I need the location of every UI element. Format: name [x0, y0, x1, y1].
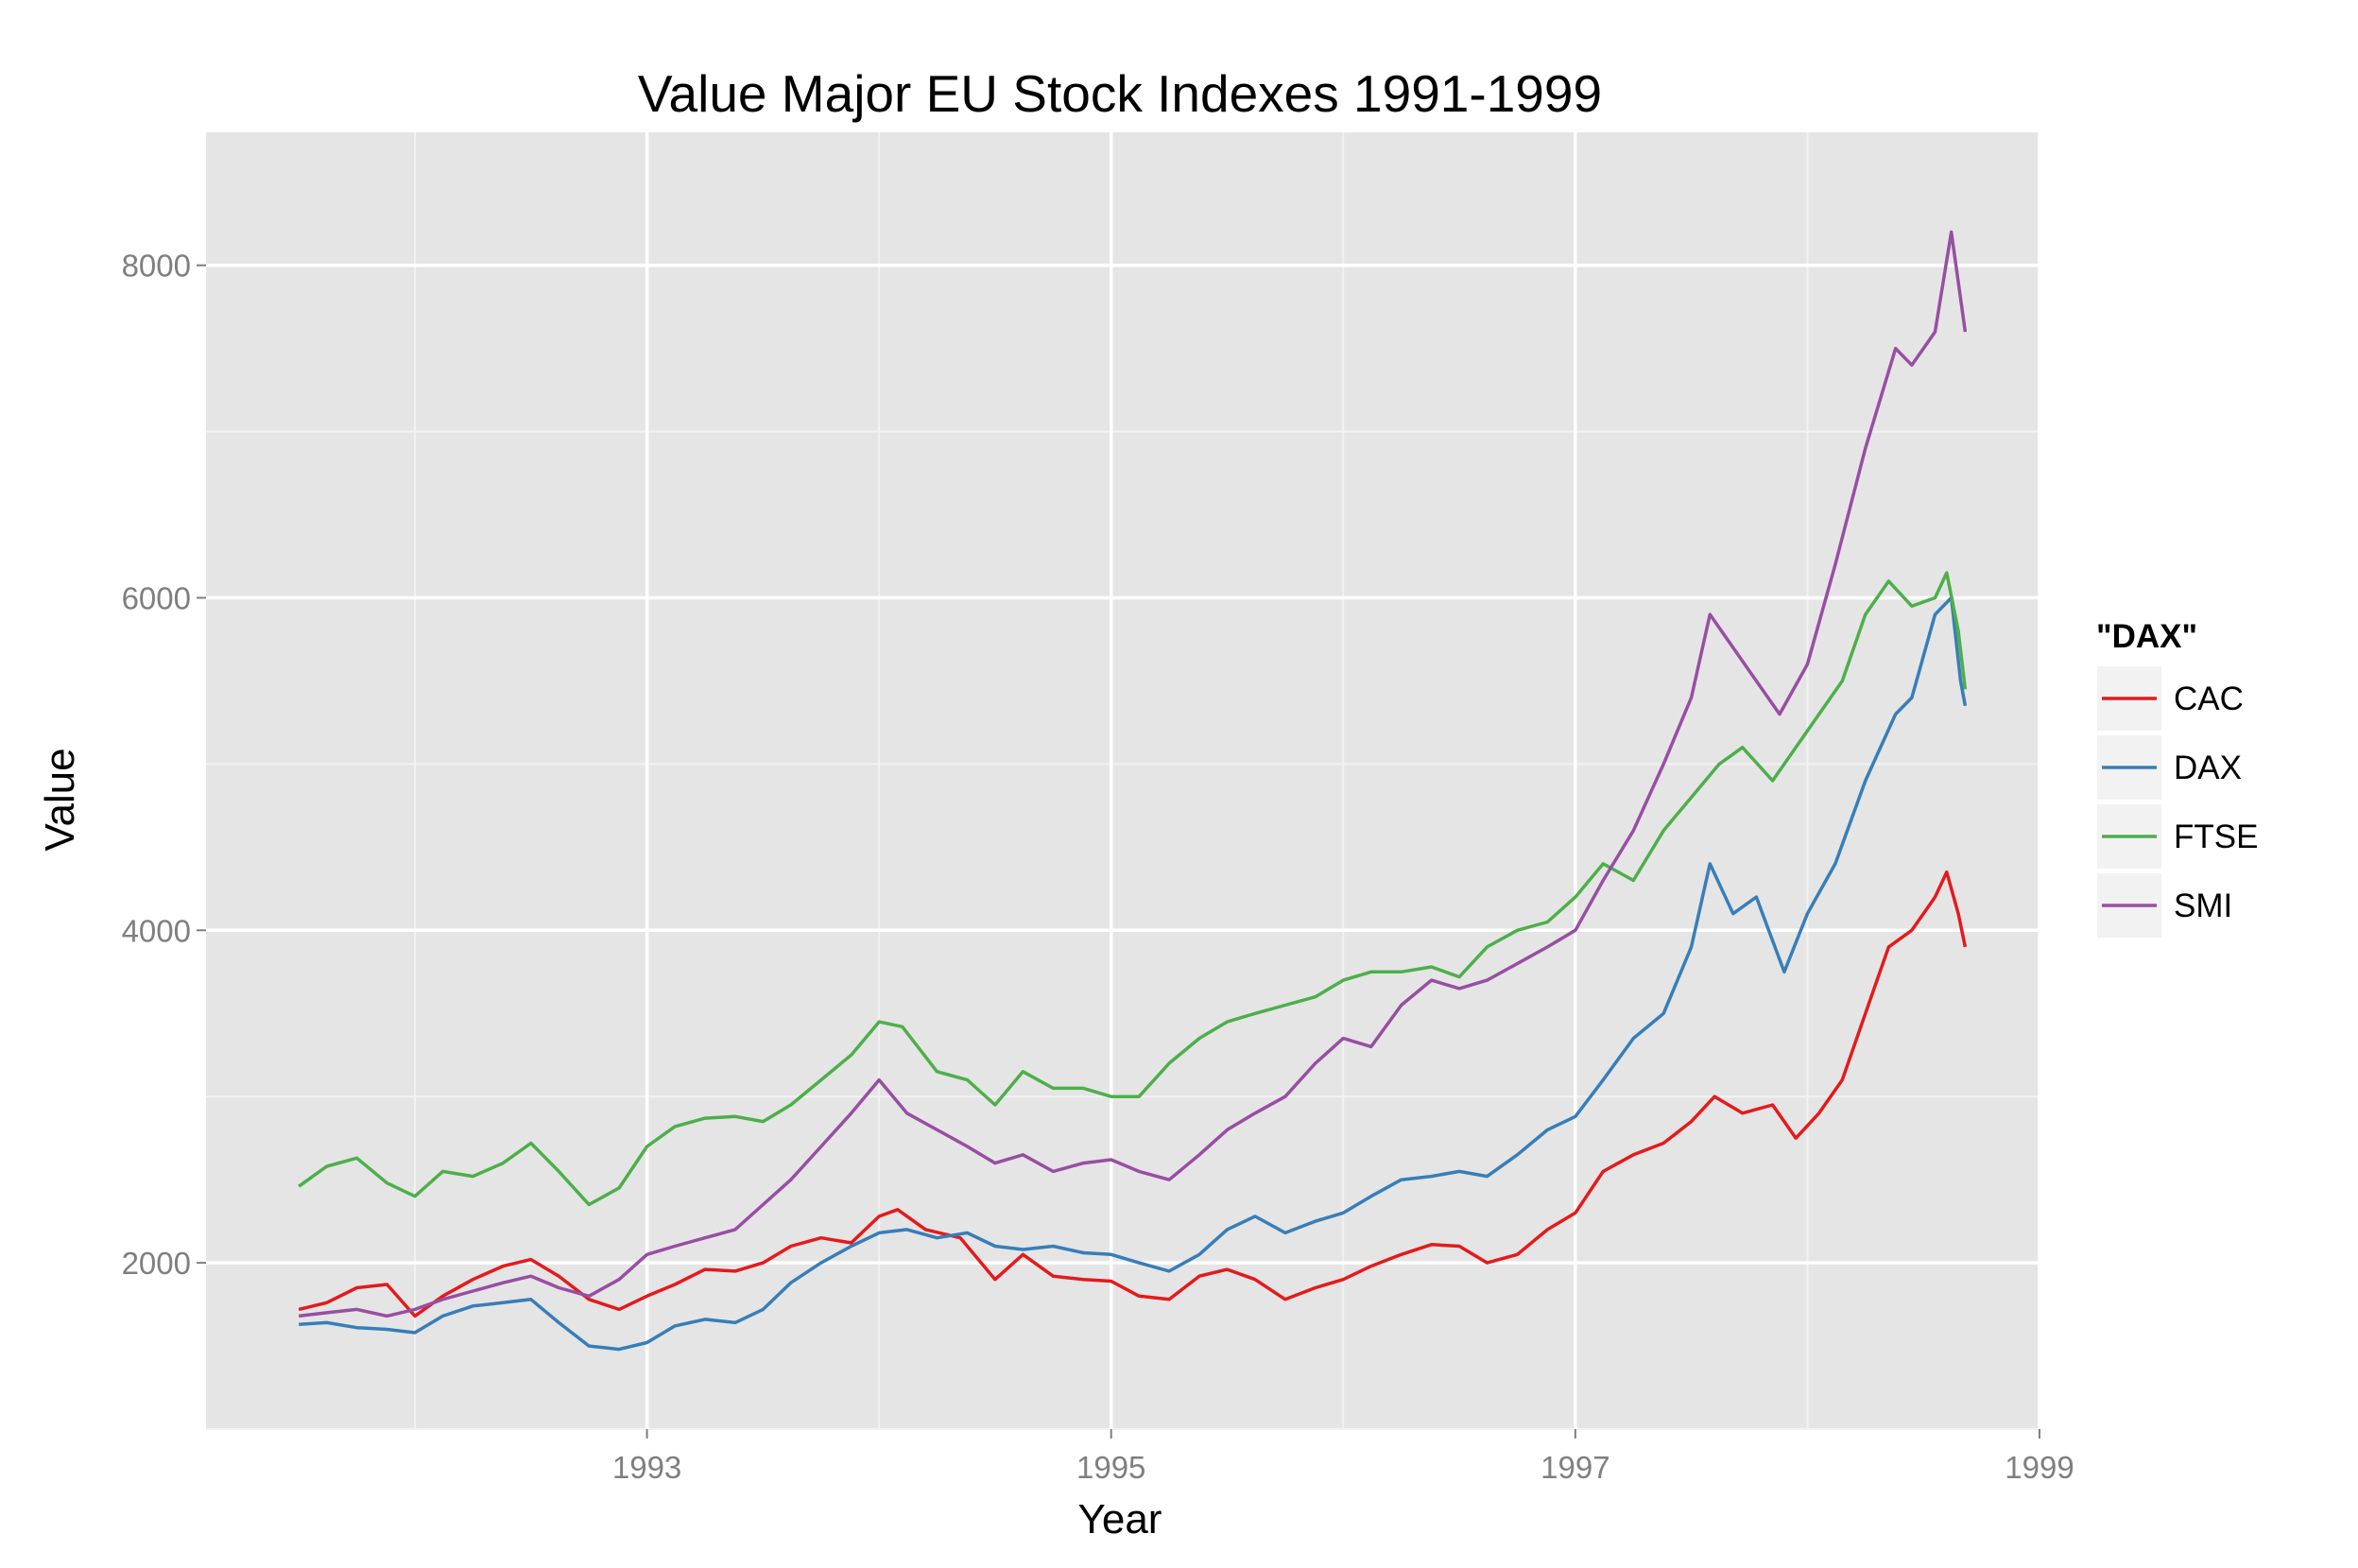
legend: "DAX" CAC DAX FTSE SMI — [2095, 618, 2258, 939]
y-axis-title: Value — [37, 748, 83, 851]
chart-title: Value Major EU Stock Indexes 1991-1999 — [638, 64, 1602, 123]
y-tick-label: 2000 — [122, 1246, 191, 1281]
legend-title: "DAX" — [2096, 618, 2197, 655]
series-line-smi — [298, 230, 1968, 1318]
axes: 1993 1995 1997 1999 2000 4000 6000 8000 — [122, 249, 2074, 1485]
series-lines — [298, 230, 1968, 1352]
series-line-ftse — [298, 571, 1968, 1207]
x-tick-label: 1999 — [2005, 1450, 2074, 1485]
x-tick-label: 1993 — [612, 1450, 681, 1485]
series-line-cac — [298, 870, 1968, 1318]
x-axis-title: Year — [1078, 1496, 1162, 1542]
legend-label-ftse: FTSE — [2174, 818, 2258, 855]
legend-label-smi: SMI — [2174, 887, 2232, 924]
legend-label-cac: CAC — [2174, 681, 2244, 717]
plot-panel — [206, 132, 2040, 1429]
y-tick-label: 8000 — [122, 249, 191, 284]
x-tick-label: 1997 — [1540, 1450, 1609, 1485]
y-tick-label: 4000 — [122, 913, 191, 948]
x-tick-label: 1995 — [1076, 1450, 1145, 1485]
y-tick-label: 6000 — [122, 581, 191, 616]
legend-label-dax: DAX — [2174, 750, 2242, 786]
series-line-dax — [299, 595, 1968, 1352]
